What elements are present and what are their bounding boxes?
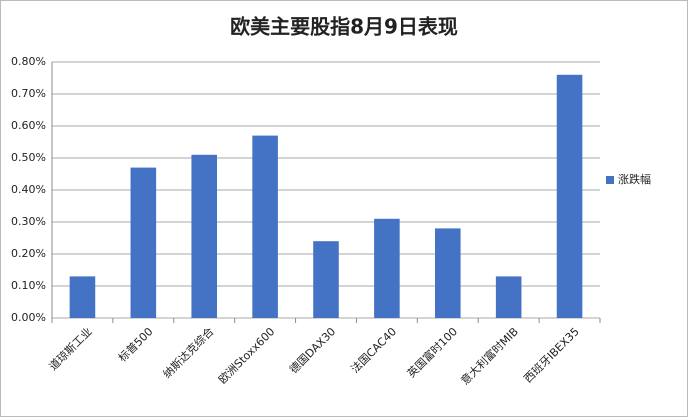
bar [556, 74, 583, 318]
chart-title: 欧美主要股指8月9日表现 [230, 15, 458, 39]
y-tick-label: 0.40% [11, 183, 46, 196]
y-tick-label: 0.80% [11, 55, 46, 68]
y-tick-label: 0.60% [11, 119, 46, 132]
legend-label: 涨跌幅 [618, 172, 651, 186]
y-tick-label: 0.10% [11, 279, 46, 292]
bar [252, 135, 278, 318]
bar [434, 228, 461, 318]
bar [130, 167, 157, 318]
y-tick-label: 0.00% [11, 311, 46, 324]
bar [495, 276, 522, 318]
bar [374, 218, 400, 318]
legend-swatch [606, 176, 614, 184]
y-tick-label: 0.30% [11, 215, 46, 228]
bar [69, 276, 96, 318]
bar [191, 154, 218, 318]
y-tick-label: 0.20% [11, 247, 46, 260]
y-tick-label: 0.50% [11, 151, 46, 164]
y-tick-label: 0.70% [11, 87, 46, 100]
bar [313, 241, 339, 318]
